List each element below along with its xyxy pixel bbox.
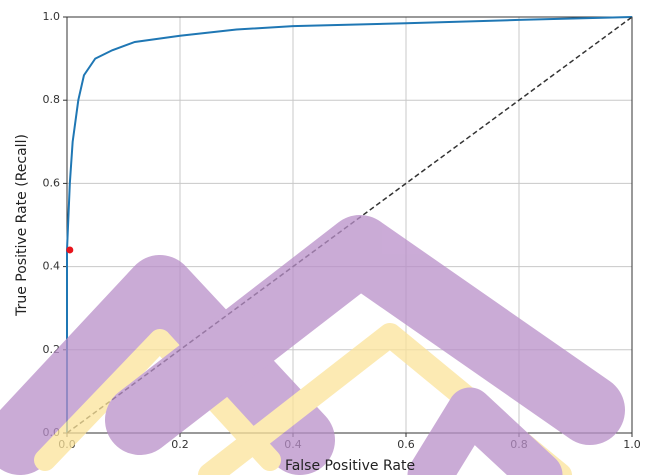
- y-axis-label: True Positive Rate (Recall): [14, 134, 30, 317]
- y-tick-label: 0.6: [43, 176, 61, 189]
- page: 0.00.20.40.60.81.00.00.20.40.60.81.0 Fal…: [0, 0, 647, 475]
- x-tick-label: 0.6: [397, 438, 415, 451]
- point: [66, 246, 73, 253]
- purple-chevron: [140, 250, 590, 420]
- y-tick-label: 1.0: [43, 10, 61, 23]
- x-axis-label: False Positive Rate: [285, 458, 415, 474]
- y-tick-label: 0.8: [43, 93, 61, 106]
- purple-shape: [430, 410, 540, 475]
- x-tick-label: 0.2: [171, 438, 189, 451]
- decoration: [20, 250, 590, 475]
- y-tick-label: 0.4: [43, 260, 61, 273]
- chart: 0.00.20.40.60.81.00.00.20.40.60.81.0 Fal…: [0, 0, 647, 475]
- x-tick-label: 1.0: [623, 438, 641, 451]
